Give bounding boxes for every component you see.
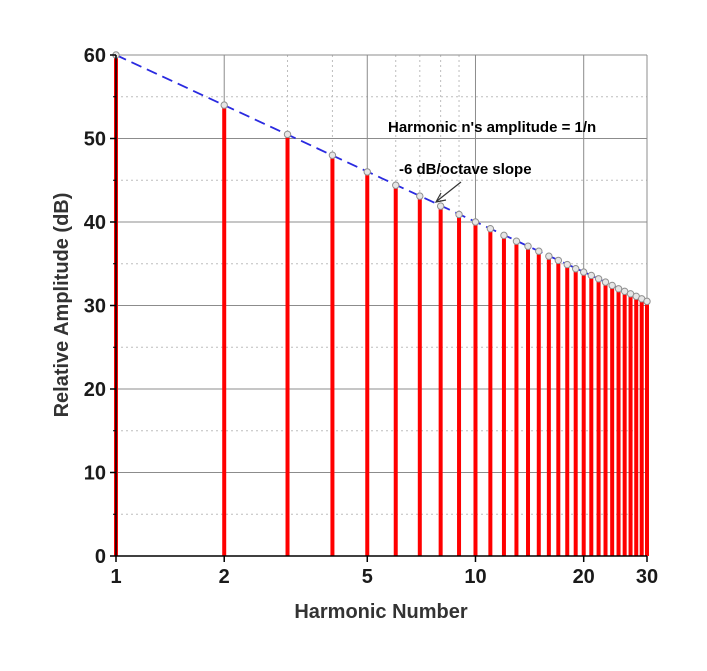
slope-arrow (434, 181, 462, 203)
stems (114, 55, 649, 556)
y-tick-label: 30 (84, 296, 106, 318)
data-point (545, 252, 553, 260)
markers (112, 51, 651, 306)
data-point (524, 242, 532, 250)
data-point (392, 181, 400, 189)
x-tick-label: 5 (362, 566, 373, 588)
amplitude-annotation: Harmonic n's amplitude = 1/n (388, 119, 596, 136)
data-point (328, 151, 337, 159)
data-point (579, 268, 588, 276)
y-tick-label: 10 (84, 463, 106, 485)
data-point (512, 237, 521, 245)
data-point (554, 256, 563, 265)
data-point (601, 278, 610, 286)
data-point (455, 210, 463, 219)
data-point (283, 130, 292, 139)
data-point (416, 192, 424, 200)
data-point (587, 271, 596, 280)
data-point (571, 265, 580, 273)
data-point (436, 202, 445, 210)
data-point (563, 260, 571, 269)
data-point (471, 218, 480, 226)
trend-line-group (115, 54, 648, 303)
data-point (220, 101, 228, 109)
y-tick-label: 50 (84, 129, 106, 151)
data-point (363, 168, 371, 176)
data-point (608, 281, 616, 290)
data-point (643, 297, 651, 306)
x-tick-label: 20 (573, 566, 595, 588)
y-axis-label: Relative Amplitude (dB) (51, 193, 73, 418)
x-axis-label: Harmonic Number (294, 601, 468, 623)
trend-line (115, 54, 648, 303)
y-tick-label: 20 (84, 379, 106, 401)
x-tick-label: 1 (110, 566, 121, 588)
y-tick-label: 40 (84, 212, 106, 234)
y-tick-label: 0 (95, 546, 106, 568)
x-tick-label: 10 (464, 566, 486, 588)
tick-labels: 0 10 20 30 40 50 60 1 2 5 10 20 30 (84, 45, 658, 588)
x-tick-label: 30 (636, 566, 658, 588)
x-tick-label: 2 (219, 566, 230, 588)
data-point (486, 224, 495, 233)
axes (110, 54, 648, 562)
data-point (614, 285, 623, 293)
data-point (535, 247, 543, 255)
y-tick-label: 60 (84, 45, 106, 67)
data-point (500, 231, 508, 240)
slope-annotation: -6 dB/octave slope (399, 161, 532, 178)
data-point (594, 275, 603, 283)
